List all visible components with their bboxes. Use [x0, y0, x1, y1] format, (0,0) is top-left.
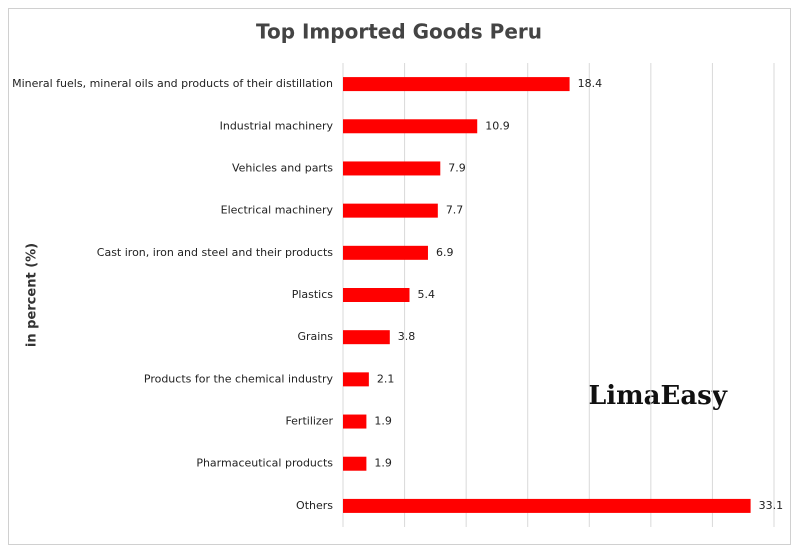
chart-frame: [8, 8, 791, 545]
bar: [343, 372, 369, 387]
value-label: 3.8: [398, 330, 416, 343]
y-tick-label: Cast iron, iron and steel and their prod…: [97, 246, 333, 259]
value-label: 5.4: [417, 288, 435, 301]
value-label: 10.9: [485, 119, 510, 132]
bar: [343, 330, 390, 345]
y-tick-label: Electrical machinery: [221, 204, 334, 217]
value-label: 7.9: [448, 161, 466, 174]
y-tick-label: Plastics: [292, 288, 334, 301]
bar: [343, 161, 441, 176]
y-tick-label: Vehicles and parts: [232, 161, 333, 174]
y-tick-label: Mineral fuels, mineral oils and products…: [12, 77, 333, 90]
value-label: 1.9: [374, 457, 392, 470]
value-label: 7.7: [446, 204, 464, 217]
y-tick-label: Products for the chemical industry: [144, 372, 334, 385]
y-axis-label: in percent (%): [25, 243, 40, 347]
bar: [343, 245, 428, 260]
y-tick-label: Others: [296, 499, 333, 512]
bar: [343, 288, 410, 302]
y-tick-label: Pharmaceutical products: [196, 457, 333, 470]
y-tick-label: Industrial machinery: [220, 119, 334, 132]
bar: [343, 498, 751, 513]
bar: [343, 119, 478, 134]
bar: [343, 456, 367, 471]
value-label: 1.9: [374, 415, 392, 428]
bar: [343, 203, 438, 218]
watermark: LimaEasy: [588, 381, 728, 411]
value-label: 6.9: [436, 246, 454, 259]
value-label: 2.1: [377, 372, 395, 385]
chart-title: Top Imported Goods Peru: [256, 20, 542, 44]
value-label: 33.1: [759, 499, 784, 512]
y-tick-label: Fertilizer: [285, 415, 333, 428]
y-tick-label: Grains: [297, 330, 333, 343]
value-label: 18.4: [578, 77, 603, 90]
bar: [343, 77, 570, 92]
bar: [343, 414, 367, 429]
